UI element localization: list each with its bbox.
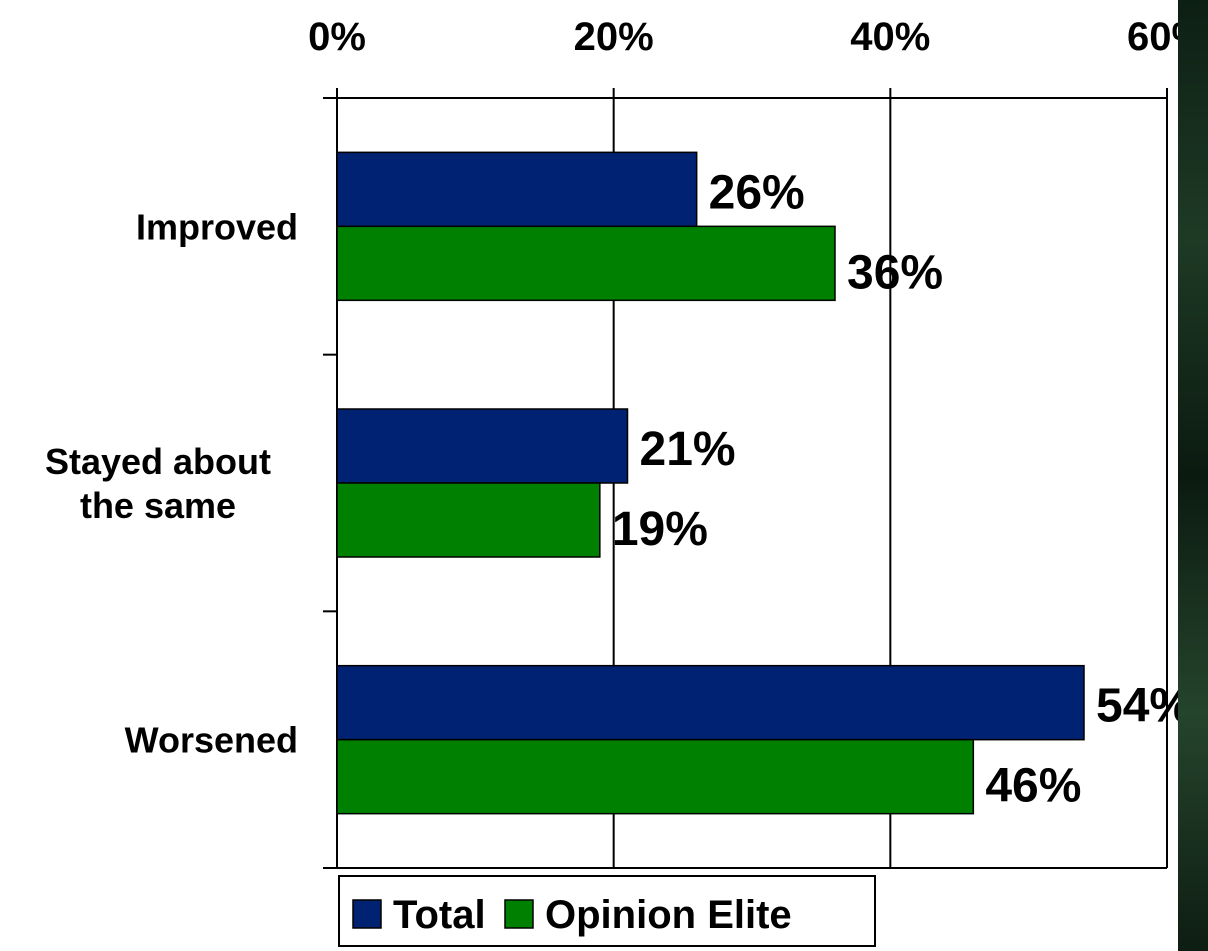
category-label: the same (80, 485, 236, 526)
legend-swatch (504, 899, 534, 929)
data-label: 46% (985, 760, 1081, 813)
legend-label: Total (393, 893, 486, 937)
data-label: 21% (640, 423, 736, 476)
legend-swatch (352, 899, 382, 929)
data-label: 26% (709, 166, 805, 219)
background-photo-strip (1178, 0, 1208, 951)
category-label: Worsened (125, 720, 298, 761)
x-tick-label: 0% (308, 15, 366, 59)
bar-total (336, 664, 1085, 741)
bar-opinion-elite (336, 482, 601, 558)
bar-opinion-elite (336, 738, 975, 815)
x-tick-label: 40% (850, 15, 930, 59)
data-label: 19% (612, 503, 708, 556)
legend-box (338, 875, 876, 947)
x-tick-label: 20% (574, 15, 654, 59)
bar-total (336, 408, 629, 484)
category-label: Improved (136, 206, 298, 247)
bar-total (336, 151, 698, 228)
legend-label: Opinion Elite (545, 893, 792, 937)
category-label: Stayed about (45, 441, 271, 482)
data-label: 36% (847, 246, 943, 299)
data-label: 54% (1096, 680, 1192, 733)
bar-opinion-elite (336, 225, 836, 302)
